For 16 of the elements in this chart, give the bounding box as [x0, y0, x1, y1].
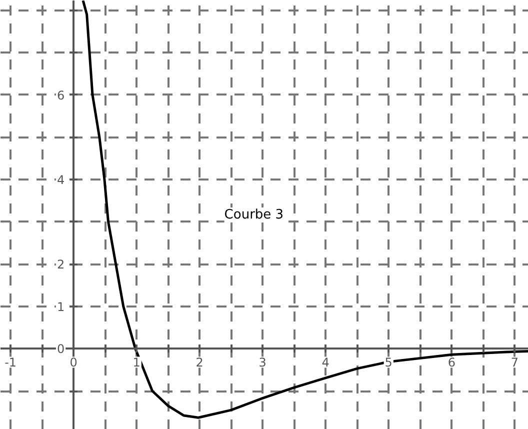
y-tick-label: 0	[56, 342, 65, 356]
x-tick-label: 4	[322, 356, 330, 370]
x-tick-label: 3	[258, 356, 266, 370]
x-tick-label: 1	[132, 356, 140, 370]
y-tick-label: 2	[56, 258, 65, 272]
x-tick-label: 5	[384, 356, 392, 370]
y-tick-label: 4	[56, 172, 65, 187]
annotation: Courbe 3	[224, 208, 284, 222]
x-tick-label: 2	[196, 356, 204, 370]
y-tick-label: 1	[56, 300, 65, 314]
x-tick-label: 6	[448, 356, 456, 370]
y-tick-label: 6	[56, 88, 65, 102]
x-tick-label: 0	[70, 356, 78, 370]
line-series	[82, 0, 528, 419]
x-tick-label: -1	[4, 356, 17, 370]
x-tick-label: 7	[510, 356, 518, 370]
